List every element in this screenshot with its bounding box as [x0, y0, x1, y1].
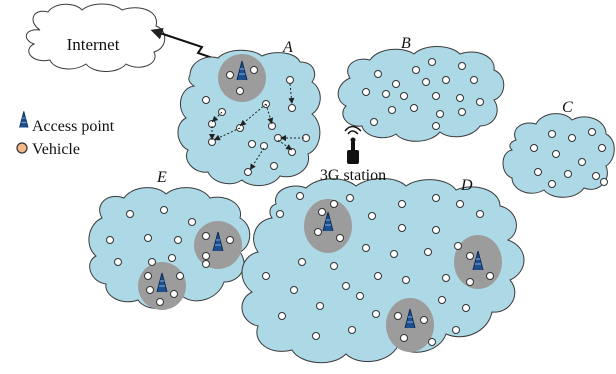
3g-station-icon: [344, 125, 362, 164]
vehicle-node-icon: [202, 66, 310, 176]
internet-cloud: Internet: [25, 3, 166, 72]
legend: Access point Vehicle: [16, 110, 115, 158]
cloud-region-c: C: [502, 99, 615, 198]
vehicle-node-icon: [362, 58, 484, 130]
region-b-label: B: [401, 35, 411, 52]
access-point-tower-icon: [19, 110, 29, 128]
region-e-label: E: [156, 169, 167, 186]
region-d-label: D: [460, 177, 473, 194]
legend-access-point-label: Access point: [32, 118, 115, 135]
vehicle-node-icon: [16, 142, 28, 154]
region-a-label: A: [282, 39, 293, 56]
vehicle-node-icon: [262, 192, 494, 346]
internet-label: Internet: [67, 35, 120, 54]
region-c-label: C: [562, 99, 573, 116]
cloud-region-a: A: [177, 39, 321, 186]
legend-vehicle-label: Vehicle: [32, 141, 80, 158]
vehicle-node-icon: [106, 206, 234, 306]
cloud-region-e: E: [88, 169, 251, 310]
cloud-region-d: D: [241, 177, 525, 364]
vehicle-node-icon: [530, 128, 608, 188]
3g-station-label: 3G station: [320, 167, 386, 184]
cloud-region-b: B: [337, 35, 505, 142]
